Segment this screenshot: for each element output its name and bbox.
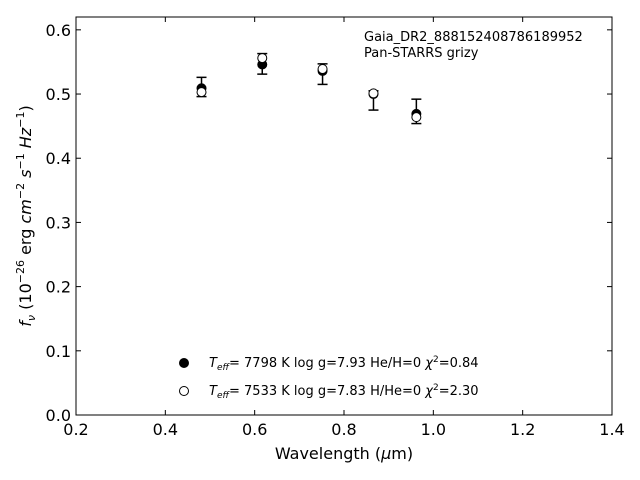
x-tick-label: 0.4 — [153, 420, 178, 439]
y-tick-label: 0.4 — [46, 149, 71, 168]
y-axis-label: fν (10−26 erg cm−2 s−1 Hz−1) — [14, 105, 38, 326]
legend-marker-filled — [179, 358, 189, 368]
open-model-point — [368, 88, 379, 99]
x-tick-label: 0.2 — [63, 420, 88, 439]
y-tick-label: 0.6 — [46, 21, 71, 40]
legend-marker-open — [179, 386, 189, 396]
x-tick-label: 1.4 — [599, 420, 624, 439]
plot-area — [75, 16, 613, 416]
y-tick-label: 0.1 — [46, 342, 71, 361]
x-tick-label: 0.6 — [242, 420, 267, 439]
legend-entry-1: Teff= 7798 K log g=7.93 He/H=0 χ2=0.84 — [209, 355, 479, 373]
legend-entry-2: Teff= 7533 K log g=7.83 H/He=0 χ2=2.30 — [209, 383, 479, 401]
x-tick-label: 0.8 — [331, 420, 356, 439]
y-tick-label: 0.3 — [46, 213, 71, 232]
axis-ticks: 0.2 0.4 0.6 0.8 1.0 1.2 1.4 0.0 0.1 0.2 0.3 0.4 0.5 0… — [46, 17, 625, 439]
x-axis-label: Wavelength (μm) — [275, 444, 413, 463]
y-tick-label: 0.5 — [46, 85, 71, 104]
x-tick-label: 1.2 — [510, 420, 535, 439]
annotation-line-1: Gaia_DR2_888152408786189952 — [364, 30, 583, 45]
data-points — [196, 53, 422, 123]
x-tick-label: 1.0 — [421, 420, 446, 439]
y-tick-label: 0.0 — [46, 406, 71, 425]
open-model-point — [411, 112, 422, 123]
open-model-point — [196, 87, 207, 98]
legend: Teff= 7798 K log g=7.93 He/H=0 χ2=0.84 T… — [179, 355, 479, 401]
y-tick-label: 0.2 — [46, 278, 71, 297]
annotation-line-2: Pan-STARRS grizy — [364, 46, 479, 61]
open-model-point — [317, 63, 328, 74]
open-model-point — [257, 53, 268, 64]
